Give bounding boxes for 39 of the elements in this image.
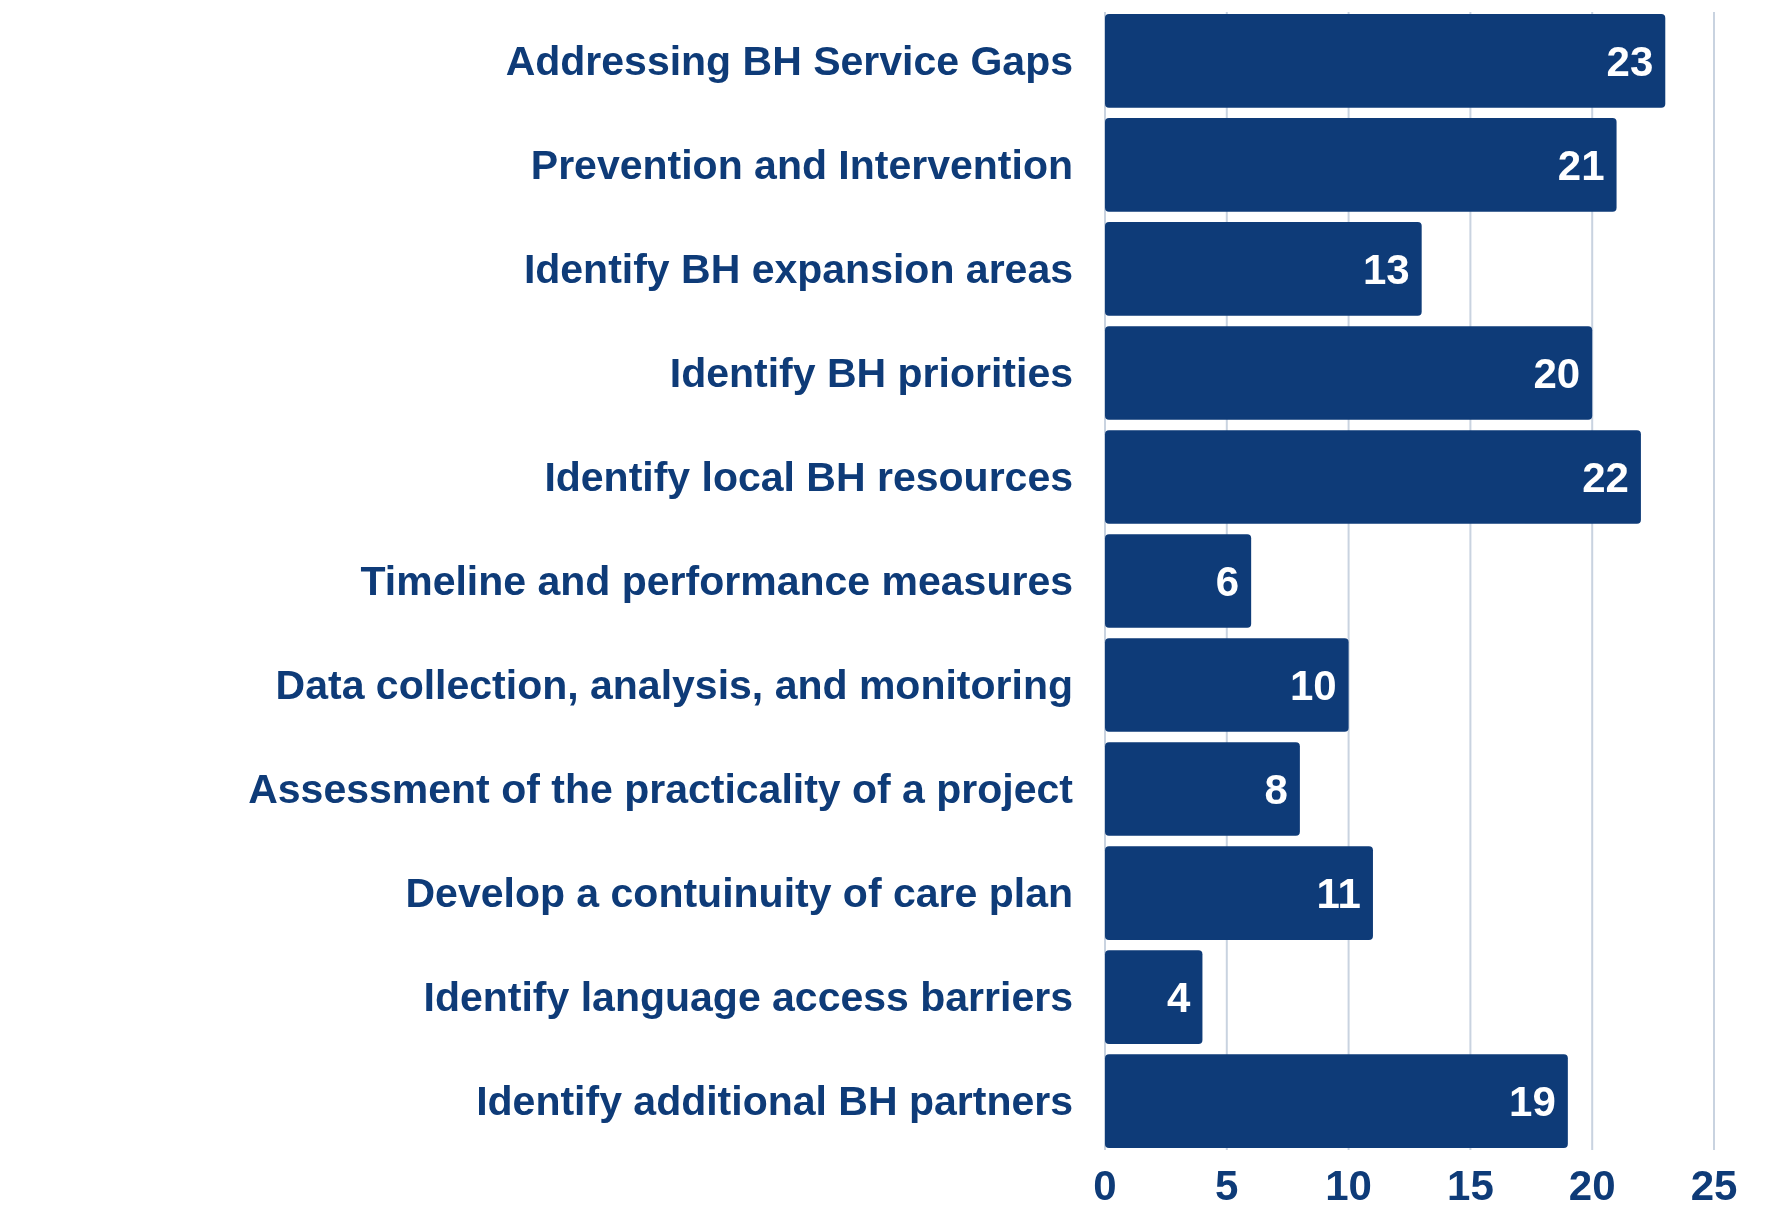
bar [1105, 638, 1349, 732]
y-tick-label: Identify additional BH partners [476, 1078, 1073, 1125]
data-label: 4 [1167, 973, 1192, 1021]
bar [1105, 742, 1300, 836]
bar [1105, 534, 1252, 628]
data-label: 23 [1606, 37, 1654, 85]
y-tick-label: Prevention and Intervention [530, 142, 1073, 189]
x-tick-label: 20 [1568, 1162, 1616, 1209]
y-tick-label: Identify local BH resources [544, 454, 1073, 501]
x-tick-label: 25 [1690, 1162, 1738, 1209]
data-label: 21 [1557, 141, 1605, 189]
y-tick-label: Timeline and performance measures [360, 558, 1073, 605]
bar [1105, 1054, 1568, 1148]
bar [1105, 14, 1666, 108]
bar [1105, 118, 1617, 212]
y-tick-label: Assessment of the practicality of a project [248, 766, 1074, 813]
y-tick-label: Develop a contuinuity of care plan [405, 870, 1073, 917]
y-tick-label: Identify language access barriers [423, 974, 1073, 1021]
bar [1105, 846, 1373, 940]
x-tick-label: 10 [1325, 1162, 1372, 1209]
data-label: 13 [1362, 245, 1410, 293]
data-label: 19 [1509, 1077, 1556, 1125]
data-label: 22 [1582, 453, 1629, 501]
bar [1105, 950, 1203, 1044]
y-tick-label: Identify BH expansion areas [523, 246, 1073, 293]
y-tick-label: Identify BH priorities [669, 350, 1073, 397]
bar [1105, 222, 1422, 316]
data-label: 10 [1289, 661, 1337, 709]
x-tick-label: 15 [1447, 1162, 1494, 1209]
bar [1105, 430, 1641, 524]
data-label: 6 [1215, 557, 1240, 605]
y-tick-label: Data collection, analysis, and monitoring [275, 662, 1073, 709]
data-label: 20 [1533, 349, 1581, 397]
data-label: 8 [1264, 765, 1288, 813]
data-label: 11 [1316, 869, 1361, 917]
x-tick-label: 0 [1093, 1162, 1117, 1209]
x-tick-label: 5 [1215, 1162, 1239, 1209]
y-tick-label: Addressing BH Service Gaps [505, 38, 1073, 85]
bar [1105, 326, 1593, 420]
